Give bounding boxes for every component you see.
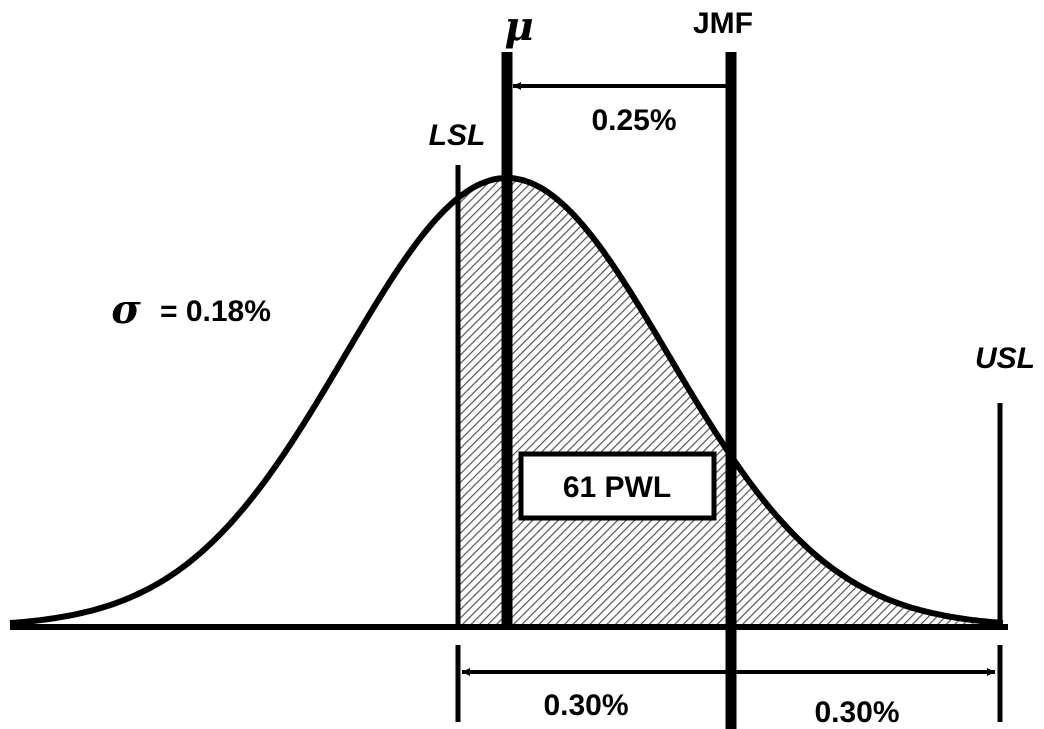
- upper-tolerance-label: 0.30%: [814, 696, 899, 729]
- shift-value-label: 0.25%: [591, 104, 676, 137]
- lower-tolerance-label: 0.30%: [543, 689, 628, 722]
- pwl-box-label: 61 PWL: [563, 471, 671, 504]
- usl-label: USL: [975, 342, 1035, 375]
- pwl-box: [518, 451, 717, 521]
- sigma-value-label: = 0.18%: [160, 295, 271, 328]
- mu-label: μ: [504, 3, 533, 50]
- lsl-label: LSL: [429, 119, 486, 152]
- jmf-label: JMF: [693, 7, 753, 40]
- sigma-symbol: σ: [111, 286, 141, 333]
